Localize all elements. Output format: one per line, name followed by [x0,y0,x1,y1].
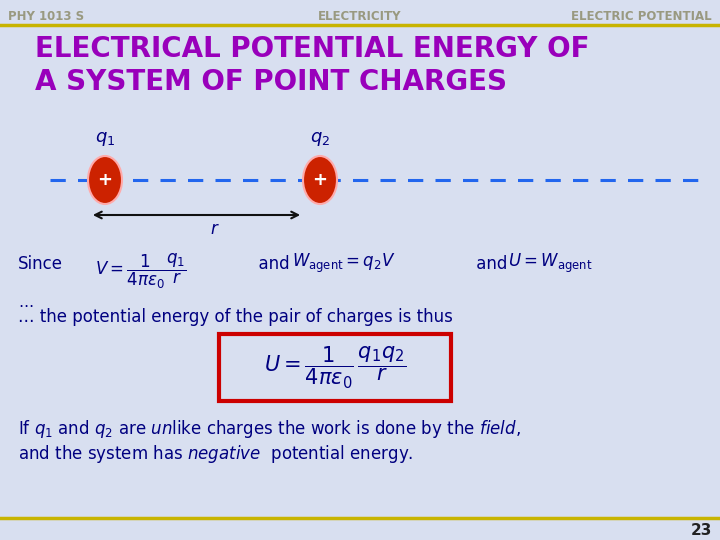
Text: A SYSTEM OF POINT CHARGES: A SYSTEM OF POINT CHARGES [35,68,507,96]
Text: +: + [312,171,328,189]
Text: …: … [18,295,33,310]
Text: $W_{\mathrm{agent}} = q_2 V$: $W_{\mathrm{agent}} = q_2 V$ [292,252,396,275]
Text: $q_1$: $q_1$ [95,130,115,148]
Text: ELECTRICAL POTENTIAL ENERGY OF: ELECTRICAL POTENTIAL ENERGY OF [35,35,590,63]
Text: $U = \dfrac{1}{4\pi\varepsilon_0}\,\dfrac{q_1 q_2}{r}$: $U = \dfrac{1}{4\pi\varepsilon_0}\,\dfra… [264,345,406,390]
Text: $V = \dfrac{1}{4\pi\varepsilon_0}\dfrac{q_1}{r}$: $V = \dfrac{1}{4\pi\varepsilon_0}\dfrac{… [95,252,186,291]
Text: $q_2$: $q_2$ [310,130,330,148]
FancyBboxPatch shape [219,334,451,401]
Text: ELECTRICITY: ELECTRICITY [318,10,402,23]
Text: and the system has $\mathit{negative}$  potential energy.: and the system has $\mathit{negative}$ p… [18,443,413,465]
Text: 23: 23 [690,523,712,538]
Text: and: and [248,255,289,273]
Ellipse shape [88,156,122,204]
Text: … the potential energy of the pair of charges is thus: … the potential energy of the pair of ch… [18,308,453,326]
Text: Since: Since [18,255,63,273]
Text: +: + [97,171,112,189]
Ellipse shape [303,156,337,204]
Text: and: and [450,255,508,273]
Text: ELECTRIC POTENTIAL: ELECTRIC POTENTIAL [572,10,712,23]
Text: If $q_1$ and $q_2$ are $\mathit{un}$like charges the work is done by the $\mathi: If $q_1$ and $q_2$ are $\mathit{un}$like… [18,418,521,440]
Text: $U = W_{\mathrm{agent}}$: $U = W_{\mathrm{agent}}$ [508,252,593,275]
Text: PHY 1013 S: PHY 1013 S [8,10,84,23]
Text: $r$: $r$ [210,220,220,238]
